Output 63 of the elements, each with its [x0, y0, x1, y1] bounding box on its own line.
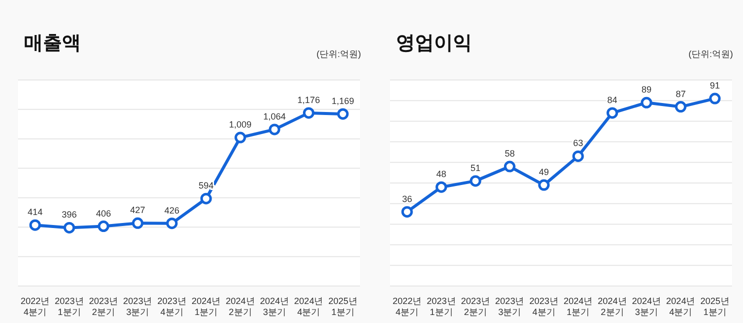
x-tick-label: 2025년 1분기 [328, 296, 358, 317]
point [401, 206, 413, 218]
x-tick-label: 2023년 3분기 [495, 296, 524, 317]
point [572, 150, 584, 162]
data-label: 89 [641, 84, 652, 95]
x-tick-label: 2024년 2분기 [598, 296, 627, 317]
x-tick-label: 2022년 4분기 [392, 296, 422, 317]
point [538, 179, 550, 191]
point [234, 132, 246, 144]
data-label: 1,009 [229, 120, 252, 130]
point [709, 92, 721, 104]
x-tick-label: 2023년 2분기 [88, 296, 118, 317]
x-tick-label: 2024년 4분기 [294, 296, 324, 317]
data-label: 51 [470, 162, 481, 173]
x-tick-label: 2024년 3분기 [260, 296, 290, 317]
x-tick-label: 2023년 2분기 [460, 296, 490, 317]
data-label: 1,176 [297, 94, 320, 105]
data-label: 91 [710, 80, 720, 91]
data-label: 414 [28, 207, 43, 218]
chart-title: 영업이익 [396, 32, 472, 56]
point [337, 108, 349, 120]
data-label: 84 [607, 94, 618, 105]
chart-subtitle: (단위:억원) [316, 48, 361, 61]
x-tick-label: 2023년 3분기 [123, 296, 152, 317]
data-label: 396 [62, 210, 77, 220]
point [64, 222, 76, 234]
x-tick-label: 2023년 1분기 [54, 296, 84, 317]
x-tick-label: 2024년 4분기 [666, 296, 696, 317]
point [29, 219, 41, 231]
x-tick-label: 2022년 4분기 [20, 296, 50, 317]
data-label: 49 [538, 167, 549, 178]
x-tick-label: 2024년 1분기 [564, 296, 593, 317]
point [504, 160, 516, 172]
data-label: 63 [573, 138, 584, 148]
point [302, 107, 314, 119]
data-label: 87 [676, 88, 686, 99]
point [436, 181, 448, 193]
data-label: 1,169 [332, 96, 354, 106]
x-tick-label: 2024년 2분기 [226, 296, 255, 317]
point [268, 124, 280, 136]
chart-title: 매출액 [24, 32, 81, 56]
data-label: 406 [96, 208, 112, 218]
chart-subtitle: (단위:억원) [688, 48, 733, 61]
data-label: 427 [130, 205, 146, 216]
data-label: 48 [436, 169, 446, 180]
data-label: 426 [164, 205, 180, 216]
data-label: 36 [402, 194, 412, 204]
x-tick-label: 2023년 4분기 [529, 296, 558, 317]
data-label: 58 [504, 148, 515, 159]
point [606, 107, 618, 119]
point [470, 175, 482, 187]
point [166, 218, 178, 230]
point [200, 192, 212, 204]
point [640, 96, 652, 108]
x-tick-label: 2025년 1분기 [700, 296, 730, 317]
point [674, 101, 686, 113]
x-tick-label: 2023년 1분기 [426, 296, 456, 317]
x-tick-label: 2024년 1분기 [192, 296, 221, 317]
point [98, 220, 110, 232]
x-tick-label: 2023년 4분기 [157, 296, 186, 317]
data-label: 1,064 [263, 111, 286, 122]
point [132, 217, 144, 229]
x-tick-label: 2024년 3분기 [632, 296, 662, 317]
